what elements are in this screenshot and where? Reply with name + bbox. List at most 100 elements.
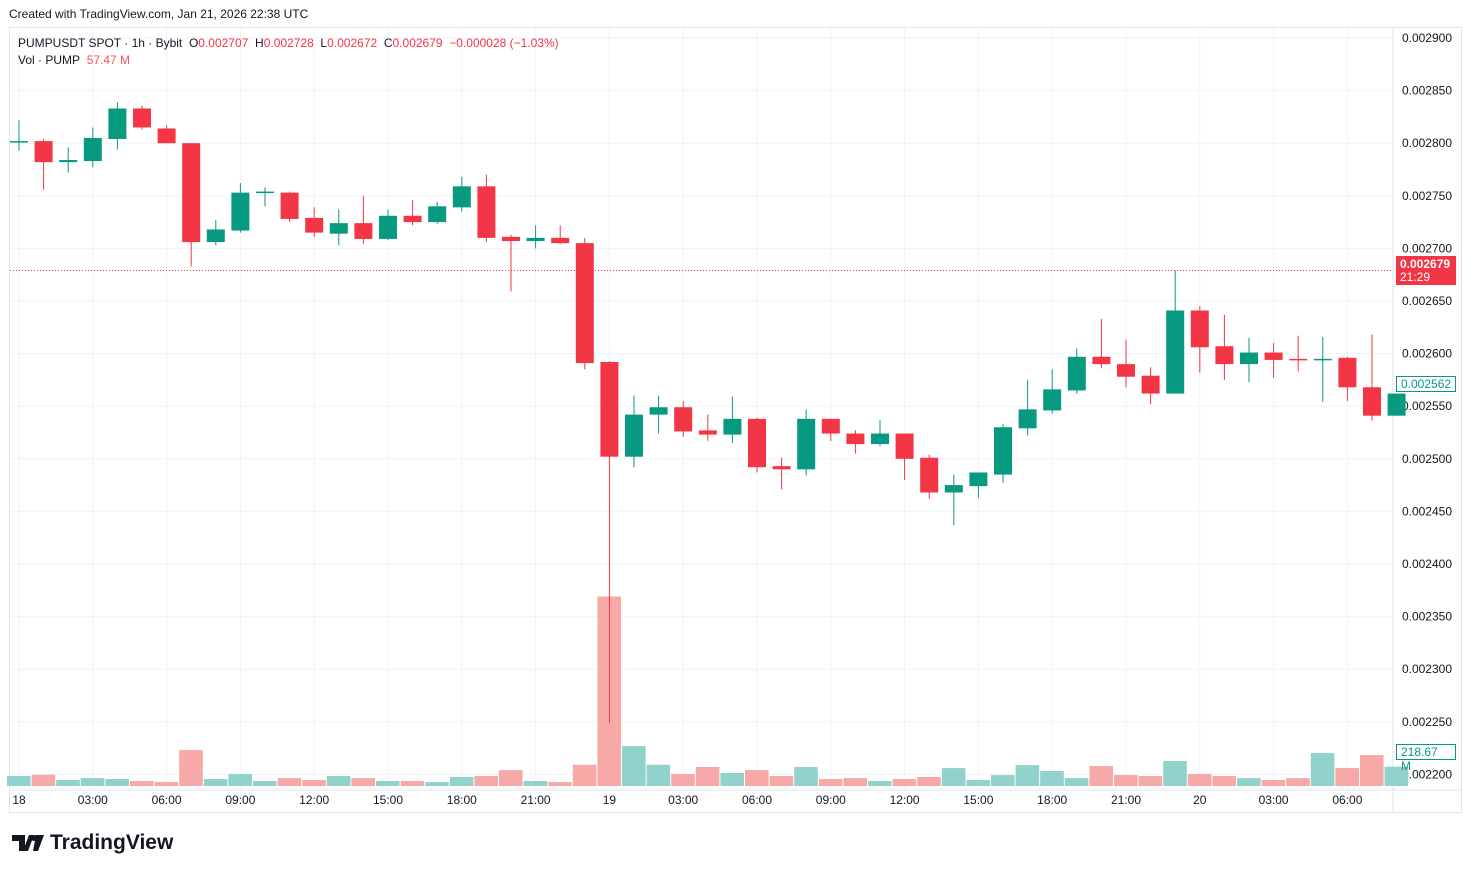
volume-bar bbox=[941, 768, 966, 786]
x-tick-label: 18:00 bbox=[447, 793, 477, 807]
candle-down bbox=[34, 141, 53, 163]
y-tick-label: 0.002550 bbox=[1402, 399, 1452, 413]
candle-up bbox=[1067, 356, 1086, 391]
candle-down bbox=[698, 430, 717, 435]
symbol-label[interactable]: PUMPUSDT SPOT · 1h · Bybit bbox=[18, 36, 183, 50]
close-label: C bbox=[383, 36, 393, 50]
y-tick-label: 0.002850 bbox=[1402, 84, 1452, 98]
candle-down bbox=[821, 418, 840, 434]
volume-bar bbox=[720, 773, 744, 786]
y-tick-label: 0.002300 bbox=[1402, 662, 1452, 676]
candle-down bbox=[280, 192, 299, 219]
candle-up bbox=[329, 223, 348, 234]
candle-down bbox=[305, 217, 324, 233]
candle-up bbox=[379, 215, 397, 239]
candle-down bbox=[1338, 357, 1357, 388]
last-price-tag: 0.002679 21:29 bbox=[1396, 256, 1456, 285]
volume-bar bbox=[499, 770, 523, 786]
x-tick-label: 15:00 bbox=[963, 793, 993, 807]
candle-down bbox=[551, 237, 570, 244]
logo-text: TradingView bbox=[50, 831, 174, 854]
candle-up bbox=[231, 192, 250, 231]
x-tick-label: 21:00 bbox=[1111, 793, 1141, 807]
candle-down bbox=[575, 243, 594, 364]
bar-countdown: 21:29 bbox=[1400, 270, 1431, 284]
volume-bar bbox=[376, 780, 400, 786]
candle-down bbox=[772, 466, 791, 470]
x-tick-label: 21:00 bbox=[521, 793, 551, 807]
candle-up bbox=[83, 137, 102, 162]
low-value: 0.002672 bbox=[327, 36, 378, 50]
volume-bar bbox=[1163, 761, 1187, 786]
volume-bar bbox=[695, 767, 720, 786]
x-tick-label: 06:00 bbox=[1332, 793, 1362, 807]
y-tick-label: 0.002700 bbox=[1402, 241, 1452, 255]
volume-bar bbox=[228, 773, 252, 786]
candle-up bbox=[1018, 409, 1037, 429]
x-tick-label: 03:00 bbox=[78, 793, 108, 807]
last-price-value: 0.002679 bbox=[1400, 257, 1451, 271]
x-tick-label: 15:00 bbox=[373, 793, 403, 807]
chart-caption: Created with TradingView.com, Jan 21, 20… bbox=[9, 7, 309, 21]
y-tick-label: 0.002400 bbox=[1402, 557, 1452, 571]
volume-bar bbox=[1015, 765, 1040, 786]
volume-bar bbox=[474, 776, 498, 786]
y-tick-label: 0.002350 bbox=[1402, 610, 1452, 624]
low-label: L bbox=[320, 36, 328, 50]
tradingview-logo[interactable]: TradingView bbox=[12, 831, 173, 855]
volume-bar bbox=[1261, 779, 1286, 786]
candle-up bbox=[649, 407, 668, 415]
x-tick-label: 19 bbox=[603, 793, 617, 807]
candle-down bbox=[674, 407, 693, 432]
volume-bar bbox=[130, 780, 154, 786]
x-tick-label: 03:00 bbox=[668, 793, 698, 807]
candle-down bbox=[403, 215, 422, 223]
candle-down bbox=[920, 457, 939, 493]
candle-down bbox=[1289, 358, 1308, 361]
volume-label[interactable]: Vol · PUMP bbox=[18, 53, 81, 67]
candle-down bbox=[1117, 364, 1135, 377]
volume-bar bbox=[622, 746, 646, 786]
candle-down bbox=[1141, 375, 1160, 394]
candle-up bbox=[871, 433, 889, 445]
volume-bar bbox=[80, 778, 105, 786]
candle-down bbox=[477, 186, 496, 238]
volume-bar bbox=[302, 779, 326, 786]
candle-down bbox=[895, 433, 914, 459]
candle-up bbox=[1166, 310, 1185, 394]
candle-down bbox=[157, 128, 176, 144]
y-tick-label: 0.002600 bbox=[1402, 347, 1452, 361]
candle-up bbox=[1387, 393, 1406, 416]
candle-up bbox=[452, 186, 471, 208]
high-value: 0.002728 bbox=[263, 36, 314, 50]
candle-down bbox=[1363, 387, 1381, 416]
volume-bar bbox=[892, 779, 917, 786]
volume-bar bbox=[523, 780, 548, 786]
candle-down bbox=[748, 418, 766, 468]
x-tick-label: 06:00 bbox=[742, 793, 772, 807]
volume-bar bbox=[154, 782, 179, 786]
y-tick-label: 0.002250 bbox=[1402, 715, 1452, 729]
volume-bar bbox=[203, 779, 228, 786]
candle-up bbox=[206, 229, 225, 243]
candle-down bbox=[182, 143, 201, 243]
candle-up bbox=[1313, 358, 1332, 361]
volume-bar bbox=[449, 776, 474, 786]
volume-bar bbox=[646, 764, 671, 786]
candle-up bbox=[969, 472, 988, 487]
volume-bar bbox=[1064, 778, 1089, 786]
chart-legend: PUMPUSDT SPOT · 1h · Bybit O0.002707 H0.… bbox=[18, 35, 559, 69]
volume-bar bbox=[917, 776, 941, 786]
candle-up bbox=[1240, 352, 1258, 365]
volume-bar bbox=[105, 779, 129, 786]
volume-bar bbox=[425, 782, 449, 786]
chart-frame[interactable] bbox=[9, 27, 1462, 813]
volume-bar bbox=[548, 782, 572, 786]
y-tick-label: 0.002800 bbox=[1402, 136, 1452, 150]
volume-bar bbox=[1335, 768, 1359, 786]
candle-up bbox=[944, 485, 963, 493]
volume-bar bbox=[56, 779, 80, 786]
y-tick-label: 0.002650 bbox=[1402, 294, 1452, 308]
candle-down bbox=[133, 108, 151, 128]
